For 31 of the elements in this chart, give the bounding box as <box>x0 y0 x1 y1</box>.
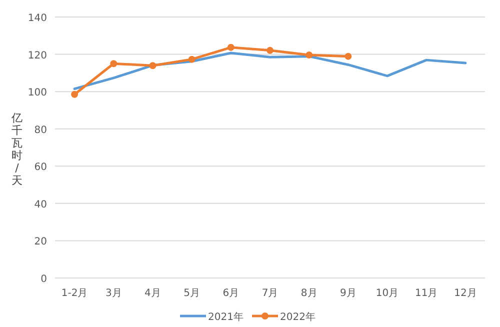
y-tick-label: 80 <box>34 124 47 136</box>
legend-label: 2021年 <box>208 311 244 323</box>
line-series <box>73 52 467 90</box>
y-axis-title: 亿千瓦时/天 <box>10 112 22 187</box>
point <box>306 52 313 59</box>
y-tick-label: 40 <box>34 199 47 210</box>
x-tick-label: 10月 <box>376 288 399 299</box>
x-tick-label: 3月 <box>105 288 122 299</box>
x-tick-label: 1-2月 <box>61 288 88 299</box>
y-tick-label: 60 <box>34 162 47 174</box>
point <box>266 46 274 54</box>
y-tick-label: 20 <box>34 236 47 248</box>
x-tick-label: 4月 <box>144 288 161 299</box>
point <box>149 62 156 70</box>
point <box>188 56 196 63</box>
x-tick-label: 12月 <box>454 288 477 299</box>
x-tick-label: 8月 <box>300 288 318 299</box>
legend-label: 2022年 <box>280 311 316 323</box>
x-tick-label: 9月 <box>340 288 356 299</box>
point <box>71 90 78 98</box>
y-tick-label: 140 <box>28 13 47 24</box>
x-tick-label: 11月 <box>414 288 438 299</box>
x-tick-label: 5月 <box>184 288 200 299</box>
y-tick-label: 120 <box>28 50 47 62</box>
y-tick-label: 100 <box>28 88 47 99</box>
x-tick-label: 7月 <box>262 288 278 299</box>
point <box>227 44 234 51</box>
y-tick-label: 0 <box>40 274 47 285</box>
point <box>110 60 118 68</box>
x-tick-label: 6月 <box>222 288 240 299</box>
point <box>344 52 352 60</box>
